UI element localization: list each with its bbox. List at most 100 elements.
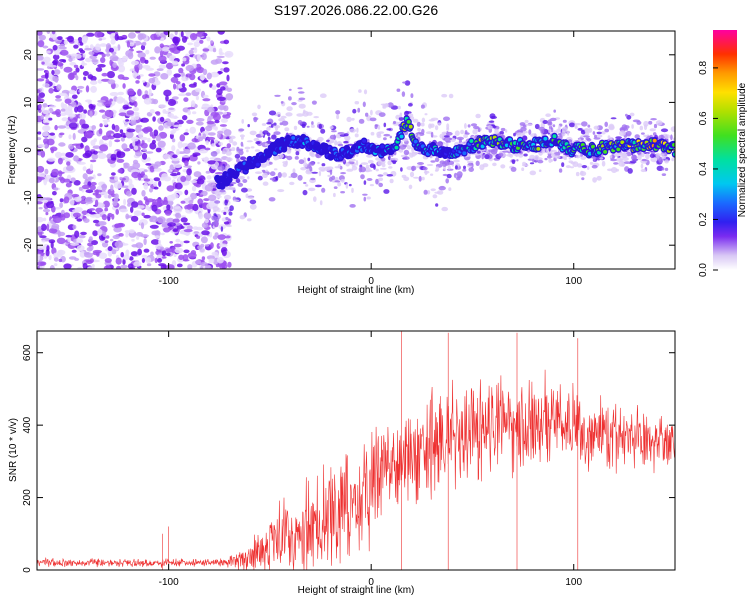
heat-cell [88,51,95,55]
ridge-cell [552,134,557,139]
heat-cell [184,31,192,35]
heat-cell [337,132,345,135]
heat-cell [57,125,66,129]
heat-cell [166,264,175,269]
heat-cell [188,49,194,55]
heat-cell [251,112,258,117]
heat-cell [416,121,421,127]
heat-cell [157,216,166,224]
heat-cell [177,83,183,89]
heat-cell [329,126,334,129]
heat-cell [223,39,230,45]
heat-cell [86,260,93,264]
heat-cell [139,33,147,40]
heat-cell [82,262,88,269]
heat-cell [398,116,404,121]
heat-cell [77,85,85,89]
heat-cell [318,123,322,130]
heat-cell [37,89,41,94]
heat-cell [346,168,354,172]
heat-cell [37,226,42,229]
heat-cell [204,244,210,247]
heat-cell [545,113,551,117]
heat-cell [434,125,439,131]
heat-cell [131,136,139,142]
heat-cell [76,218,83,222]
heat-cell [135,124,143,128]
heat-cell [202,103,208,107]
heat-cell [309,166,313,172]
heat-cell [661,173,667,177]
heat-cell [239,134,245,138]
heat-cell [143,214,151,219]
heat-cell [230,186,236,191]
heat-cell [135,73,140,77]
heat-cell [217,105,227,110]
heat-cell [91,153,99,160]
heat-cell [56,84,62,91]
heat-cell [443,136,451,142]
heat-cell [131,201,139,208]
heat-cell [76,105,84,113]
heat-cell [173,73,181,78]
heat-cell [143,238,147,246]
heat-cell [218,263,228,269]
heat-cell [113,124,120,133]
heat-cell [38,103,42,109]
heat-cell [542,120,549,124]
heat-cell [200,266,204,269]
heat-cell [69,61,77,66]
heat-cell [423,170,430,174]
heat-cell [126,40,130,48]
heat-cell [126,128,136,133]
heat-cell [191,185,197,192]
heat-cell [167,169,173,173]
heat-cell [261,123,267,126]
heat-cell [456,171,463,178]
ridge-cell [543,136,548,141]
heat-cell [160,73,169,80]
heat-cell [44,143,48,149]
heat-cell [158,180,162,187]
heat-cell [37,176,45,180]
heat-cell [554,155,561,159]
heat-cell [115,208,119,215]
heat-cell [123,198,127,206]
heat-cell [145,257,152,264]
heat-cell [91,59,99,63]
heat-cell [409,171,415,178]
heat-cell [48,177,55,184]
heat-cell [398,148,404,153]
heat-cell [86,213,90,217]
heat-cell [378,131,385,134]
heat-cell [66,165,74,172]
y-tick-label: 20 [23,49,34,61]
heat-cell [509,153,513,158]
heat-cell [171,157,180,162]
heat-cell [583,135,590,138]
heat-cell [217,165,225,171]
heat-cell [181,155,190,158]
heat-cell [102,231,107,237]
heat-cell [180,175,187,183]
heat-cell [67,105,73,111]
heat-cell [620,152,628,159]
heat-cell [54,207,62,210]
heat-cell [348,183,352,187]
heat-cell [643,124,648,131]
heat-cell [561,126,568,133]
heat-cell [369,184,374,187]
heat-cell [313,196,317,202]
heat-cell [423,189,428,195]
heat-cell [210,40,214,44]
heat-cell [82,166,87,172]
heat-cell [255,141,261,145]
heat-cell [625,128,629,131]
heat-cell [648,120,653,125]
heat-cell [234,153,241,159]
heat-cell [609,155,613,159]
heat-cell [540,129,545,134]
heat-cell [195,88,202,93]
heat-cell [253,117,259,121]
heat-cell [110,238,114,242]
